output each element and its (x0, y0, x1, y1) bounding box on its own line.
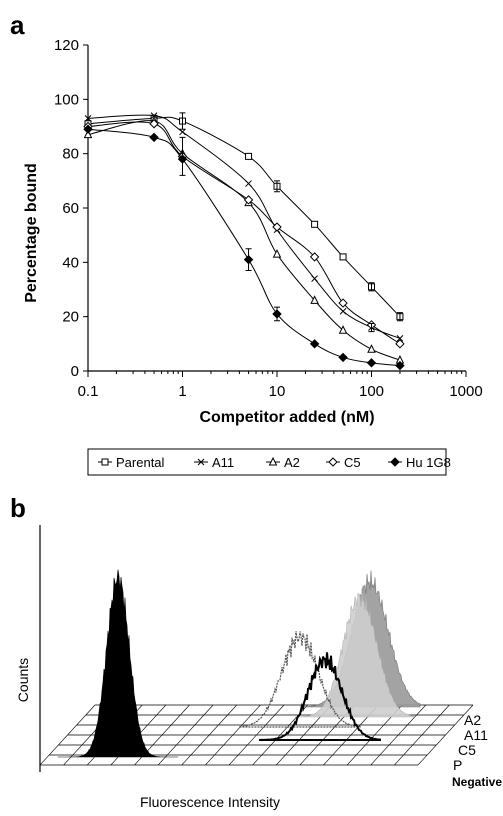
histogram-a11 (294, 587, 416, 718)
y-tick-label: 40 (62, 254, 79, 271)
grid-col-line (39, 704, 96, 766)
x-tick-label: 0.1 (78, 383, 99, 400)
histogram-label-p: P (453, 757, 462, 773)
legend-marker (197, 458, 205, 466)
data-point (310, 295, 319, 304)
x-tick-label: 1000 (449, 383, 482, 400)
series-line-1 (87, 114, 401, 339)
data-point (311, 275, 318, 282)
legend-label: Parental (116, 455, 165, 470)
y-tick-label: 0 (71, 363, 79, 380)
x-axis-title: Competitor added (nM) (199, 409, 374, 426)
data-point (338, 352, 348, 363)
series-line-0 (87, 116, 401, 318)
data-point (395, 339, 405, 349)
data-point (149, 119, 159, 129)
x-tick-label: 10 (269, 383, 286, 400)
data-point (395, 360, 405, 371)
data-point (179, 128, 186, 136)
histogram-y-title: Counts (15, 658, 31, 702)
legend-marker (390, 457, 400, 467)
data-point (338, 325, 348, 334)
x-tick-label: 1 (178, 383, 186, 400)
histogram-label-negative: Negative (452, 775, 502, 789)
series-line-4 (87, 128, 400, 367)
legend-label: Hu 1G8 (406, 455, 451, 470)
error-bar (368, 322, 375, 333)
grid-col-line (394, 704, 450, 766)
error-bar (368, 282, 375, 292)
data-point (272, 249, 282, 258)
y-tick-label: 80 (62, 146, 79, 163)
data-point (338, 298, 348, 308)
data-point (243, 195, 254, 205)
data-point (245, 152, 253, 160)
y-tick-label: 100 (54, 91, 79, 108)
y-axis-title: Percentage bound (23, 163, 40, 303)
data-point (396, 335, 404, 342)
histogram-label-a11: A11 (464, 727, 488, 743)
grid-col-line (370, 704, 426, 766)
x-tick-label: 100 (359, 383, 384, 400)
y-tick-label: 60 (62, 200, 79, 217)
data-point (245, 180, 252, 187)
series-line-2 (87, 120, 401, 361)
data-point (83, 129, 93, 139)
legend-marker (101, 458, 109, 466)
data-point (309, 339, 320, 349)
error-bar (274, 306, 280, 322)
series-line-3 (87, 121, 401, 345)
histogram-c5 (239, 631, 361, 728)
grid-col-line (417, 704, 474, 766)
panel-b-label: b (10, 493, 26, 523)
data-point (366, 358, 377, 368)
data-point (149, 132, 159, 143)
data-point (150, 112, 158, 119)
histogram-p (259, 652, 381, 741)
error-bar (245, 248, 252, 271)
error-bar (179, 112, 186, 130)
legend-marker (268, 456, 278, 466)
data-point (339, 307, 347, 315)
data-point (272, 222, 282, 232)
data-point (339, 253, 347, 261)
panel-a-label: a (10, 10, 25, 40)
histogram-negative (58, 569, 178, 758)
histogram-label-c5: C5 (458, 742, 476, 758)
y-tick-label: 20 (62, 309, 79, 326)
histogram-label-a2: A2 (464, 712, 481, 728)
y-tick-label: 120 (54, 37, 79, 54)
data-point (311, 220, 319, 228)
histogram-x-title: Fluorescence Intensity (140, 794, 280, 810)
data-point (84, 114, 92, 122)
grid-col-line (181, 704, 237, 766)
data-point (83, 124, 93, 134)
error-bar (396, 312, 403, 322)
data-point (309, 252, 320, 262)
error-bar (274, 180, 280, 193)
legend-label: A11 (212, 455, 234, 470)
grid-col-line (157, 704, 214, 766)
legend-label: C5 (344, 455, 361, 470)
legend-label: A2 (284, 455, 300, 470)
grid-col-line (228, 704, 285, 766)
error-bar (179, 136, 186, 176)
legend-marker (328, 457, 338, 467)
data-point (367, 344, 376, 353)
grid-col-line (205, 704, 261, 766)
legend-box (87, 448, 447, 476)
